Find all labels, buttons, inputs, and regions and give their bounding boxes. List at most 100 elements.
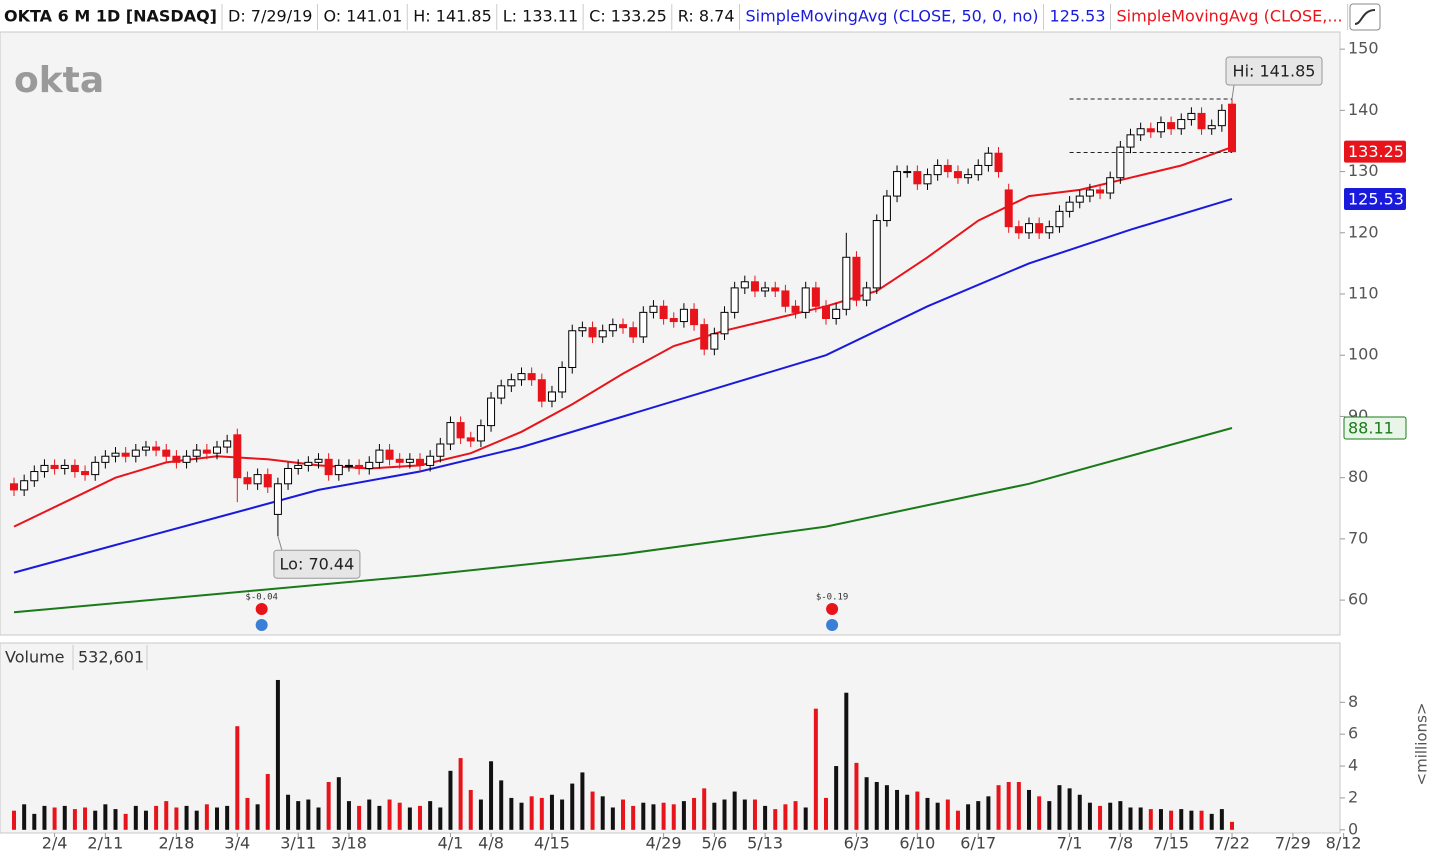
candle-body <box>547 391 556 402</box>
x-tick-label: 6/17 <box>960 834 996 853</box>
candle-body <box>700 324 709 350</box>
volume-bar <box>752 799 757 830</box>
candle-body <box>456 422 465 439</box>
volume-bar <box>377 805 382 830</box>
candle-body <box>304 461 313 466</box>
candle-body <box>923 174 932 185</box>
x-tick-label: 8/12 <box>1326 834 1362 853</box>
volume-bar <box>12 810 17 830</box>
dividend-icon <box>826 619 839 631</box>
volume-bar <box>407 807 412 830</box>
candle-body <box>355 464 364 469</box>
volume-bar <box>194 810 199 830</box>
candle-body <box>943 164 952 173</box>
dividend-icon <box>255 619 268 631</box>
volume-bar <box>1016 781 1021 830</box>
candle-body <box>284 467 293 485</box>
y-tick-label: 150 <box>1348 39 1379 58</box>
candle-body <box>10 483 19 491</box>
candle-body <box>822 305 831 320</box>
volume-bar <box>32 813 37 830</box>
candle-body <box>994 152 1003 173</box>
volume-bar <box>580 772 585 830</box>
candle-body <box>172 455 181 463</box>
candle-body <box>162 449 171 457</box>
candle-body <box>50 464 59 469</box>
volume-bar <box>387 799 392 830</box>
price-tag <box>1344 187 1406 210</box>
candle-body <box>91 461 100 476</box>
earnings-icon <box>826 603 839 615</box>
candle-body <box>639 311 648 338</box>
candle-body <box>202 449 211 454</box>
volume-bar <box>905 794 910 830</box>
candle-body <box>334 464 343 476</box>
volume-bar <box>935 802 940 830</box>
y-tick-label: 110 <box>1348 284 1379 303</box>
y-tick-label: 140 <box>1348 100 1379 119</box>
x-tick-label: 2/4 <box>42 834 68 853</box>
candle-body <box>253 474 262 485</box>
volume-bar <box>397 802 402 830</box>
volume-bar <box>1037 796 1042 830</box>
volume-bar <box>976 801 981 830</box>
candle-body <box>1136 128 1145 136</box>
volume-bar <box>945 799 950 830</box>
candle-body <box>30 471 39 482</box>
volume-y-tick-label: 6 <box>1348 724 1358 743</box>
candle-body <box>273 483 282 515</box>
volume-bar <box>732 791 737 830</box>
volume-bar <box>286 794 291 830</box>
volume-bar <box>549 794 554 830</box>
volume-y-tick-label: 8 <box>1348 692 1358 711</box>
candle-body <box>60 464 69 469</box>
x-tick-label: 2/11 <box>87 834 123 853</box>
candle-body <box>1187 112 1196 121</box>
bubble-pointer <box>1231 84 1235 100</box>
candle-body <box>953 171 962 179</box>
volume-bar <box>773 809 778 830</box>
y-tick-label: 60 <box>1348 590 1368 609</box>
volume-bar <box>712 802 717 830</box>
candle-body <box>619 324 628 329</box>
candle-body <box>649 305 658 313</box>
volume-bar <box>570 783 575 830</box>
volume-bar <box>1219 809 1224 830</box>
candle-body <box>497 385 506 399</box>
volume-current: 532,601 <box>78 648 144 667</box>
candle-body <box>1197 112 1206 130</box>
candle-body <box>1045 226 1054 234</box>
candle-body <box>1014 226 1023 234</box>
volume-bar <box>235 726 240 830</box>
volume-bar <box>925 797 930 830</box>
y-tick-label: 120 <box>1348 222 1379 241</box>
candle-body <box>395 458 404 463</box>
volume-bar <box>22 804 27 830</box>
sma-line <box>13 197 1233 574</box>
candle-body <box>1004 189 1013 228</box>
candle-body <box>690 308 699 326</box>
price-tag <box>1344 140 1406 163</box>
style-button[interactable] <box>1349 3 1381 31</box>
volume-bar <box>834 766 839 830</box>
volume-bar <box>1230 821 1235 830</box>
volume-bar <box>854 762 859 830</box>
volume-bar <box>215 807 220 830</box>
x-tick-label: 3/18 <box>331 834 367 853</box>
earnings-label: $-0.19 <box>816 593 849 603</box>
bubble-pointer <box>277 536 283 551</box>
volume-bar <box>824 797 829 830</box>
candle-body <box>730 287 739 313</box>
candle-body <box>466 437 475 442</box>
candle-body <box>608 324 617 332</box>
candle-body <box>598 330 607 338</box>
candle-body <box>740 281 749 289</box>
volume-bar <box>793 801 798 830</box>
candle-body <box>903 171 912 174</box>
header-item: SimpleMovingAvg (CLOSE, 50, 0, no) <box>746 7 1039 26</box>
x-tick-label: 4/15 <box>534 834 570 853</box>
candle-body <box>578 327 587 332</box>
candle-body <box>405 458 414 463</box>
volume-bar <box>1189 810 1194 830</box>
